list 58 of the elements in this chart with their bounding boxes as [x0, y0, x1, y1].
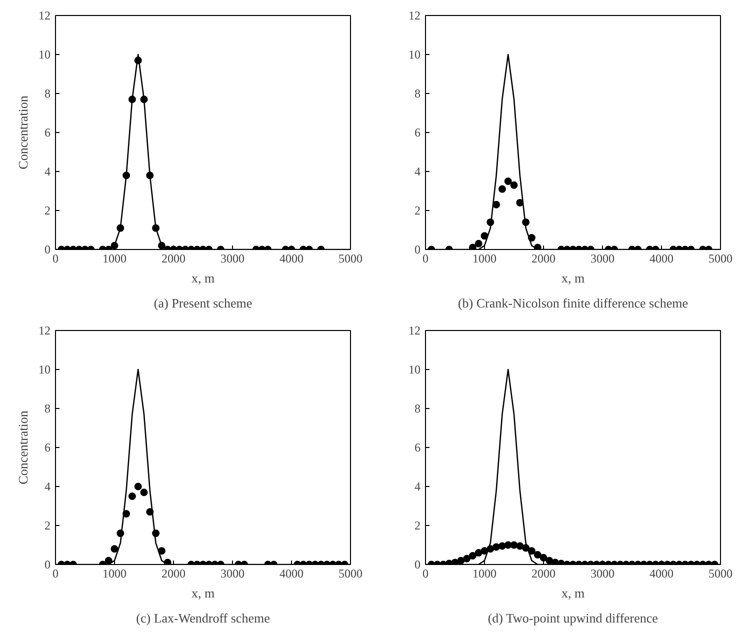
y-tick-label: 0 — [414, 558, 420, 572]
y-tick-label: 6 — [44, 126, 50, 140]
y-tick-label: 10 — [408, 48, 420, 62]
text: (c) Lax-Wendroff scheme — [136, 610, 270, 626]
y-tick-label: 10 — [38, 48, 50, 62]
y-tick-label: 2 — [414, 518, 420, 532]
x-tick-label: 1000 — [472, 566, 496, 580]
text: (a) Present scheme — [154, 296, 252, 310]
x-tick-label: 3000 — [590, 566, 614, 580]
y-tick-label: 2 — [44, 204, 50, 218]
text: (b) Crank-Nicolson finite difference scheme — [458, 296, 688, 310]
x-tick-label: 2000 — [162, 566, 186, 580]
y-tick-label: 2 — [414, 204, 420, 218]
x-tick-label: 1000 — [472, 252, 496, 266]
y-axis-title: Concentration — [16, 410, 30, 484]
y-tick-label: 6 — [44, 440, 50, 454]
y-tick-label: 4 — [414, 164, 420, 178]
y-tick-label: 10 — [408, 362, 420, 376]
x-tick-label: 5000 — [338, 566, 362, 580]
x-tick-label: 3000 — [590, 252, 614, 266]
x-axis-title: x, m — [561, 270, 585, 286]
y-tick-label: 8 — [414, 402, 420, 416]
text: (d) Two-point upwind difference — [488, 610, 658, 626]
y-tick-label: 6 — [414, 126, 420, 140]
x-tick-label: 4000 — [280, 252, 304, 266]
y-tick-label: 12 — [38, 8, 50, 22]
x-tick-label: 1000 — [102, 566, 126, 580]
y-tick-label: 6 — [414, 440, 420, 454]
x-tick-label: 4000 — [650, 252, 674, 266]
x-tick-label: 2000 — [162, 252, 186, 266]
x-tick-label: 3000 — [220, 566, 244, 580]
y-tick-label: 4 — [414, 480, 420, 494]
y-tick-label: 8 — [414, 86, 420, 100]
y-tick-label: 12 — [408, 324, 420, 338]
x-tick-label: 2000 — [532, 566, 556, 580]
y-tick-label: 0 — [44, 558, 50, 572]
y-tick-label: 0 — [414, 242, 420, 256]
x-tick-label: 2000 — [532, 252, 556, 266]
x-tick-label: 5000 — [708, 252, 732, 266]
y-tick-label: 0 — [44, 242, 50, 256]
y-tick-label: 12 — [408, 8, 420, 22]
y-tick-label: 2 — [44, 518, 50, 532]
x-tick-label: 1000 — [102, 252, 126, 266]
y-tick-label: 8 — [44, 402, 50, 416]
y-tick-label: 12 — [38, 324, 50, 338]
x-tick-label: 5000 — [708, 566, 732, 580]
y-tick-label: 4 — [44, 164, 50, 178]
x-tick-label: 4000 — [280, 566, 304, 580]
x-axis-title: x, m — [191, 270, 215, 286]
x-tick-label: 4000 — [650, 566, 674, 580]
x-axis-title: x, m — [561, 586, 585, 600]
x-tick-label: 5000 — [338, 252, 362, 266]
y-tick-label: 4 — [44, 480, 50, 494]
x-tick-label: 3000 — [220, 252, 244, 266]
y-axis-title: Concentration — [16, 95, 30, 170]
x-axis-title: x, m — [191, 586, 215, 600]
y-tick-label: 10 — [38, 362, 50, 376]
y-tick-label: 8 — [44, 86, 50, 100]
